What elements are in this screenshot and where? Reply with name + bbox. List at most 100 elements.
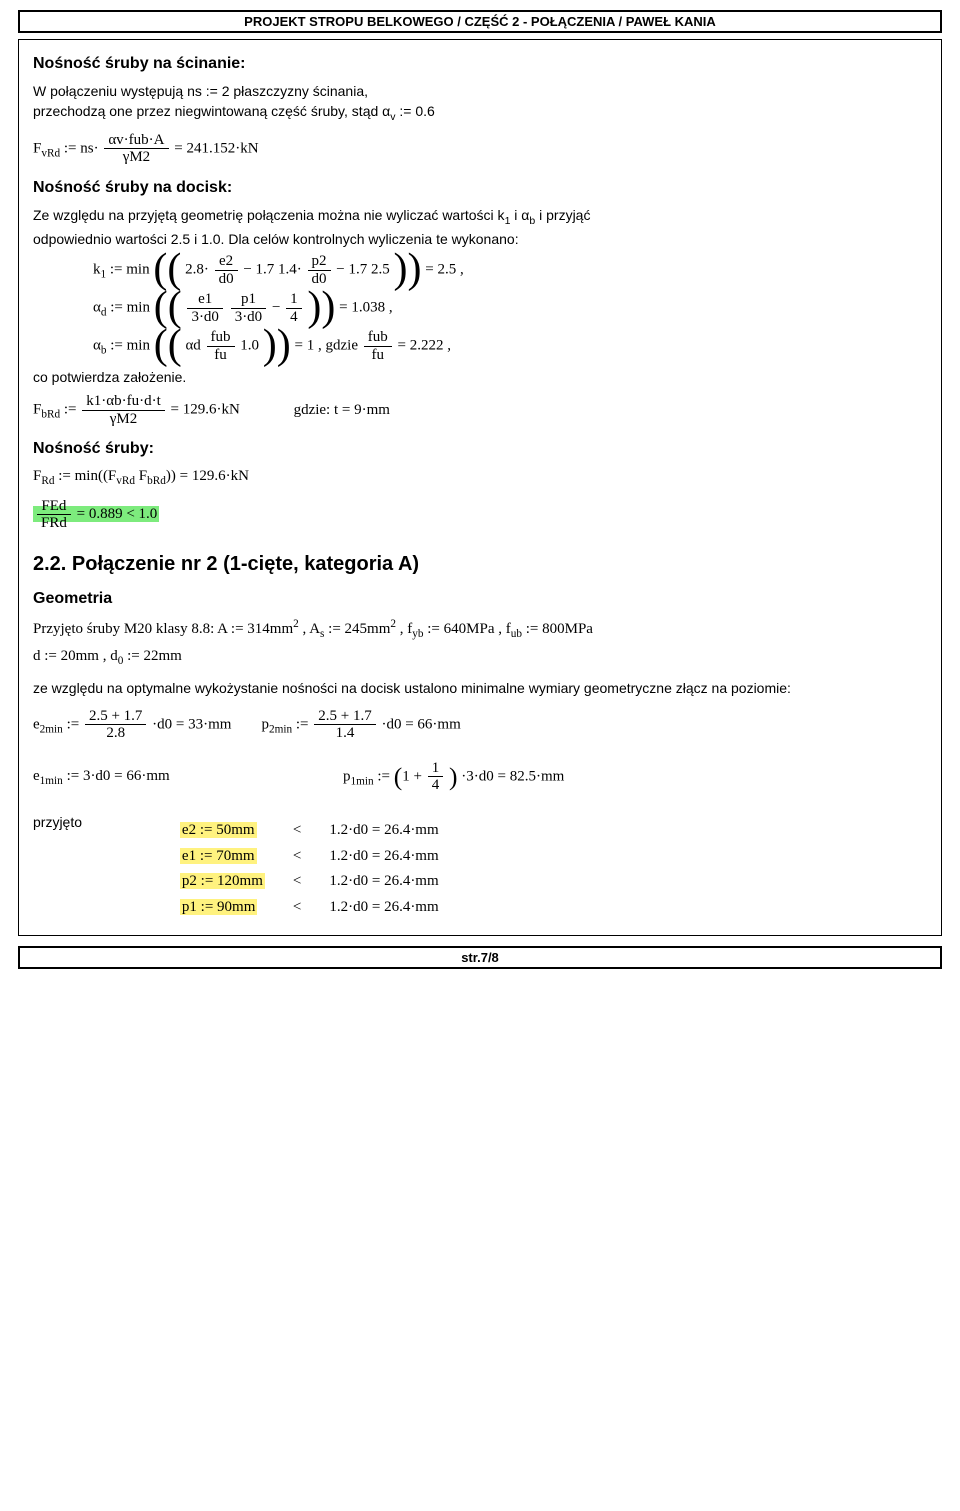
bolt-spec: Przyjęto śruby M20 klasy 8.8: A := 314mm…: [33, 616, 927, 642]
e1min-lhs: e: [33, 768, 40, 784]
ad-minus: −: [272, 299, 284, 315]
k1-p2: p2: [308, 253, 331, 271]
ad-e1: e1: [187, 291, 223, 309]
p2min-lhs: p: [261, 716, 269, 732]
p2min-formula: p2min := 2.5 + 1.71.4 ·d0 = 66·mm: [261, 708, 460, 742]
as-val: := 245mm: [324, 621, 390, 637]
ratio-val: = 0.889 < 1.0: [77, 506, 158, 522]
document-header: PROJEKT STROPU BELKOWEGO / CZĘŚĆ 2 - POŁ…: [18, 10, 942, 33]
fyb-sub: yb: [412, 628, 423, 640]
d-spec: d := 20mm , d0 := 22mm: [33, 646, 927, 669]
ab-lhs: α: [93, 337, 101, 353]
ratio-num: FEd: [37, 498, 71, 516]
frd-end: )) = 129.6·kN: [166, 468, 249, 484]
k1-assign: := min: [106, 261, 149, 277]
e2min-assign: :=: [63, 716, 83, 732]
fbrd-num: k1·αb·fu·d·t: [82, 393, 165, 411]
conn2-title: 2.2. Połączenie nr 2 (1-cięte, kategoria…: [33, 550, 927, 579]
fvrd-mid: := ns·: [60, 140, 98, 156]
row3-lhs: p1 := 90mm: [180, 899, 257, 915]
ad-d0b: 3·d0: [231, 309, 267, 326]
frd-svrd: vRd: [116, 475, 135, 487]
fbrd-gdzie: gdzie: t = 9·mm: [294, 402, 390, 418]
ad-qnum: 1: [286, 291, 302, 309]
p1min-qden: 4: [428, 777, 444, 794]
k1-formula: k1 := min (( 2.8· e2d0 − 1.7 1.4· p2d0 −…: [93, 253, 927, 287]
ab-fu: fu: [207, 347, 235, 364]
p2min-num: 2.5 + 1.7: [314, 708, 375, 726]
ab-fub2: fub: [364, 329, 392, 347]
fbrd-den: γM2: [82, 411, 165, 428]
k1-c1: 2.8·: [185, 261, 209, 277]
fvrd-sub: vRd: [41, 147, 60, 159]
fvrd-result: = 241.152·kN: [174, 140, 258, 156]
frd-sub: Rd: [41, 475, 54, 487]
k1-rhs: = 2.5 ,: [425, 261, 463, 277]
shear-title: Nośność śruby na ścinanie:: [33, 52, 927, 75]
fyb-val: := 640MPa: [424, 621, 495, 637]
bearing-line1b: i α: [510, 207, 529, 223]
bearing-line1c: i przyjąć: [535, 207, 590, 223]
fub-val: := 800MPa: [522, 621, 593, 637]
conn2-geom: Geometria: [33, 587, 927, 610]
fbrd-res: = 129.6·kN: [171, 402, 240, 418]
table-row: e2 := 50mm <1.2·d0 = 26.4·mm: [166, 818, 453, 844]
e2min-sub: 2min: [40, 723, 63, 735]
accepted-table: e2 := 50mm <1.2·d0 = 26.4·mm e1 := 70mm <1…: [166, 818, 453, 921]
e1min-sub: 1min: [40, 775, 63, 787]
p1min-lhs: p: [343, 768, 351, 784]
fbrd-sub: bRd: [41, 409, 60, 421]
fub-lbl: , f: [494, 621, 510, 637]
table-row: p2 := 120mm <1.2·d0 = 26.4·mm: [166, 869, 453, 895]
ab-fub: fub: [207, 329, 235, 347]
alpha-v-val: := 0.6: [396, 103, 435, 119]
row0-cmp: <: [279, 818, 315, 844]
ab-assign: := min: [106, 337, 149, 353]
table-row: e1 := 70mm<1.2·d0 = 26.4·mm: [166, 844, 453, 870]
p1min-formula: p1min := ((1 + 1 + 14 ) ·3·d0 = 82.5·mm: [343, 760, 564, 794]
frd-space: F: [135, 468, 147, 484]
d-line: d := 20mm , d: [33, 648, 118, 664]
document-footer: str.7/8: [18, 946, 942, 969]
ad-lhs: α: [93, 299, 101, 315]
p1min-tail: ·3·d0 = 82.5·mm: [461, 768, 564, 784]
ab-rhs: = 1 , gdzie: [295, 337, 362, 353]
ad-assign: := min: [106, 299, 149, 315]
row2-cmp: <: [279, 869, 315, 895]
bearing-line1: Ze względu na przyjętą geometrię połącze…: [33, 205, 927, 229]
main-content: Nośność śruby na ścinanie: W połączeniu …: [18, 39, 942, 936]
bolt-spec-text: Przyjęto śruby M20 klasy 8.8: A := 314mm: [33, 621, 293, 637]
p2min-sub: 2min: [269, 723, 292, 735]
e2min-formula: e2min := 2.5 + 1.72.8 ·d0 = 33·mm: [33, 708, 231, 742]
e2min-tail: ·d0 = 33·mm: [152, 716, 231, 732]
row2-lhs: p2 := 120mm: [180, 873, 265, 889]
fbrd-assign: :=: [60, 402, 80, 418]
frd-mid: := min((F: [54, 468, 116, 484]
ab-ad: αd: [185, 337, 204, 353]
row3-rhs: 1.2·d0 = 26.4·mm: [315, 895, 452, 921]
k1-e2: e2: [215, 253, 238, 271]
shear-intro2-text: przechodzą one przez niegwintowaną część…: [33, 103, 390, 119]
frd-formula: FRd := min((FvRd FbRd)) = 129.6·kN: [33, 466, 927, 489]
ab-one: 1.0: [240, 337, 259, 353]
fbrd-formula: FbRd := k1·αb·fu·d·tγM2 = 129.6·kN gdzie…: [33, 393, 927, 427]
e2min-num: 2.5 + 1.7: [85, 708, 146, 726]
k1-lhs: k: [93, 261, 101, 277]
alphab-formula: αb := min (( αd fubfu 1.0 )) = 1 , gdzie…: [93, 329, 927, 363]
fvrd-den: γM2: [104, 149, 168, 166]
ab-fu2: fu: [364, 347, 392, 364]
ad-p1: p1: [231, 291, 267, 309]
row1-lhs: e1 := 70mm: [180, 848, 257, 864]
alphad-formula: αd := min (( e13·d0 p13·d0 − 14 )) = 1.0…: [93, 291, 927, 325]
k1-c3: − 1.7 2.5: [336, 261, 389, 277]
ad-rhs: = 1.038 ,: [339, 299, 392, 315]
p2min-den: 1.4: [314, 725, 375, 742]
e2min-lhs: e: [33, 716, 40, 732]
row2-rhs: 1.2·d0 = 26.4·mm: [315, 869, 452, 895]
k1-c2: − 1.7 1.4·: [243, 261, 301, 277]
row1-cmp: <: [279, 844, 315, 870]
ab-val: = 2.222 ,: [397, 337, 450, 353]
p2min-assign: :=: [292, 716, 312, 732]
row0-lhs: e2 := 50mm: [180, 822, 257, 838]
row0-rhs: 1.2·d0 = 26.4·mm: [315, 818, 452, 844]
